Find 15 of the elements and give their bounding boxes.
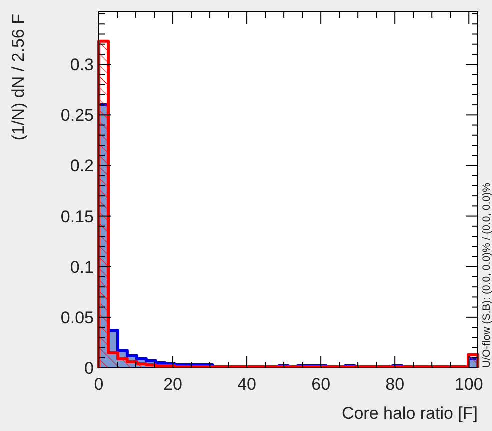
y-tick-label: 0.2: [70, 156, 94, 176]
x-tick-label: 40: [238, 375, 257, 394]
y-tick-label: 0.05: [60, 308, 94, 328]
x-tick-label: 60: [312, 375, 331, 394]
y-tick-label: 0.25: [60, 106, 94, 126]
text: U/O-flow (S,B): (0.0, 0.0)% / (0.0, 0.0)%: [481, 183, 492, 368]
x-tick-label: 20: [164, 375, 182, 394]
x-axis-title: Core halo ratio [F]: [342, 404, 478, 423]
y-tick-label: 0.1: [70, 258, 94, 277]
x-tick-label: 100: [454, 375, 484, 394]
y-axis-title: (1/N) dN / 2.56 F: [9, 14, 28, 141]
x-tick-label: 80: [386, 375, 405, 394]
y-tick-label: 0.15: [60, 207, 94, 226]
y-tick-label: 0: [84, 359, 94, 378]
y-tick-label: 0.3: [70, 56, 94, 75]
